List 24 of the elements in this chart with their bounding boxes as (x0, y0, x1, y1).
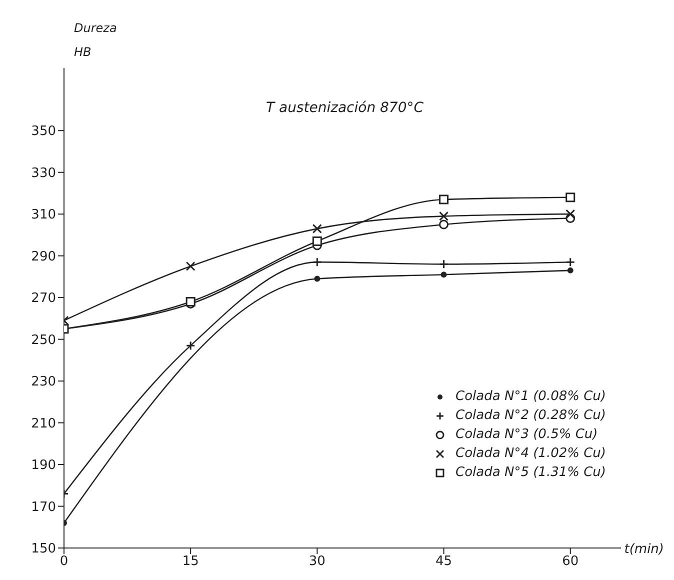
y-tick-label: 330 (31, 166, 56, 181)
x-axis-title: t(min) (624, 542, 664, 557)
y-tick-label: 190 (31, 458, 56, 474)
y-tick-label: 350 (31, 124, 56, 140)
x-tick-label: 60 (562, 554, 579, 570)
y-tick-label: 170 (31, 500, 56, 515)
y-tick-label: 230 (31, 374, 56, 390)
y-tick-label: 290 (31, 249, 56, 264)
y-tick-label: 150 (31, 542, 56, 557)
y-tick-label: 270 (31, 291, 56, 306)
x-tick-label: 15 (182, 554, 199, 570)
y-axis-title: Dureza HB (74, 20, 118, 61)
legend-label: Colada N°5 (1.31% Cu) (456, 465, 606, 480)
x-tick-label: 0 (60, 554, 68, 570)
y-tick-label: 250 (31, 332, 56, 348)
x-tick-label: 45 (436, 554, 452, 570)
text: T austenización 870°C (266, 100, 424, 116)
legend-label: Colada N°2 (0.28% Cu) (456, 408, 606, 423)
legend-label: Colada N°3 (0.5% Cu) (456, 427, 598, 442)
legend-label: Colada N°4 (1.02% Cu) (456, 446, 606, 461)
x-tick-label: 30 (308, 554, 326, 570)
y-tick-label: 310 (31, 208, 56, 223)
legend-label: Colada N°1 (0.08% Cu) (456, 389, 606, 404)
y-tick-label: 210 (31, 416, 56, 432)
